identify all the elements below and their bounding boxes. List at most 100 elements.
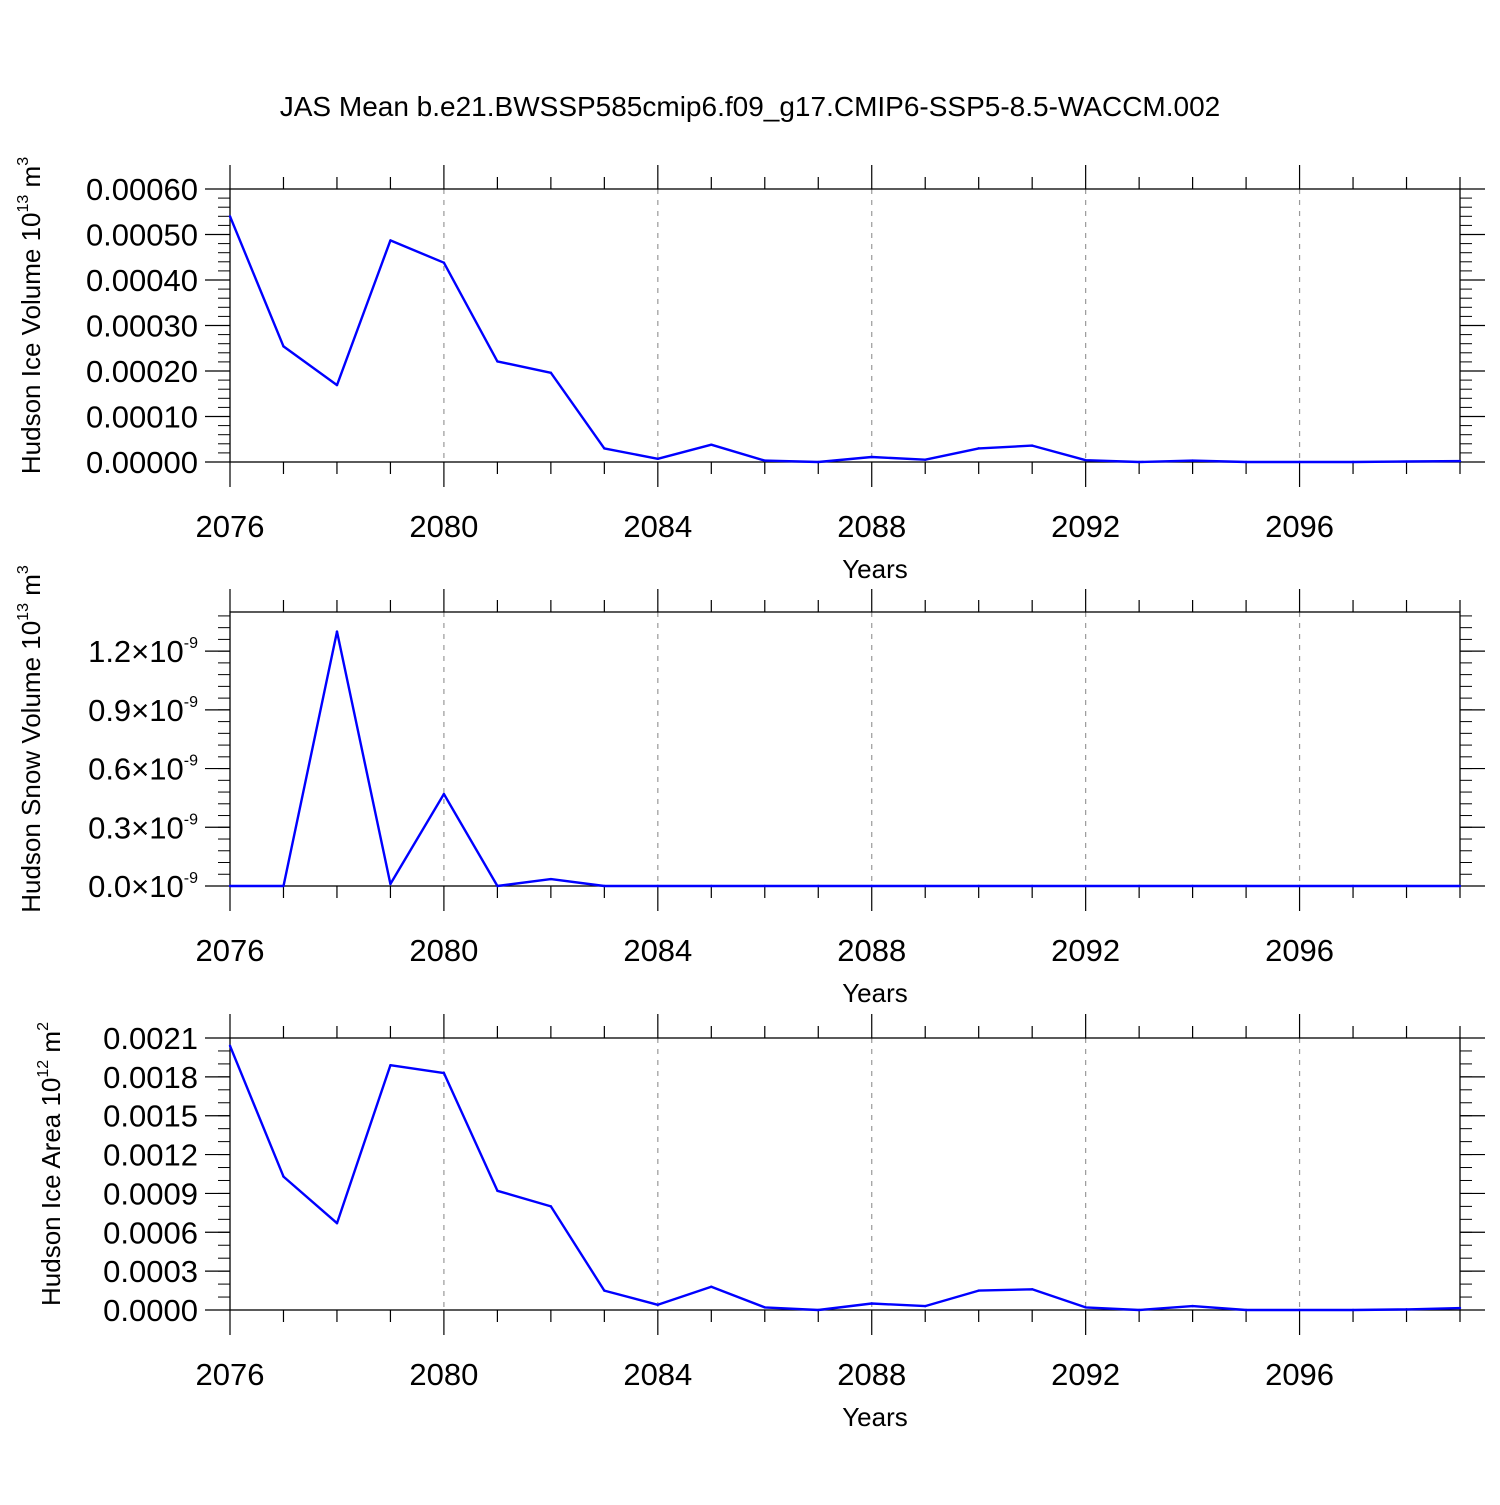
x-tick-label: 2084 (623, 509, 692, 544)
data-point (549, 877, 553, 881)
data-point (442, 792, 446, 796)
data-point (1030, 1288, 1034, 1291)
data-point (1191, 884, 1194, 888)
y-tick-label: 0.00000 (86, 445, 198, 480)
x-tick-label: 2096 (1265, 509, 1334, 544)
x-tick-label: 2076 (196, 933, 265, 968)
x-tick-label: 2080 (409, 933, 478, 968)
data-point (496, 1189, 499, 1193)
data-point (549, 371, 553, 375)
data-point (924, 458, 927, 461)
x-axis-label: Years (842, 554, 908, 584)
data-point (1405, 884, 1408, 888)
x-tick-label: 2084 (623, 933, 692, 968)
x-tick-label: 2076 (196, 509, 265, 544)
data-point (389, 239, 392, 242)
data-point (1030, 884, 1034, 888)
data-point (228, 884, 232, 888)
y-tick-label: 0.9×10-9 (88, 693, 198, 728)
data-point (1244, 460, 1248, 464)
data-point (1298, 884, 1301, 888)
y-tick-label: 0.0018 (103, 1060, 198, 1095)
data-point (924, 1304, 927, 1308)
data-point (977, 884, 980, 888)
data-point (977, 447, 980, 450)
y-tick-label: 0.0000 (103, 1293, 198, 1328)
data-point (603, 1289, 606, 1292)
series-line (228, 215, 1461, 464)
data-point (870, 455, 873, 459)
data-point (710, 1285, 713, 1288)
plot-frame (229, 1037, 1461, 1311)
data-point (335, 630, 339, 633)
x-tick-label: 2092 (1051, 1357, 1120, 1392)
data-point (1351, 1308, 1355, 1312)
data-point (763, 884, 766, 888)
y-tick-label: 0.00060 (86, 172, 198, 207)
data-point (656, 884, 660, 888)
data-point (228, 1044, 232, 1047)
y-axis-label: Hudson Ice Volume 1013 m3 (15, 157, 46, 474)
y-tick-label: 0.3×10-9 (88, 810, 198, 845)
data-point (1084, 884, 1087, 888)
data-point (1298, 460, 1301, 464)
data-point (1405, 1308, 1408, 1311)
x-tick-label: 2080 (409, 509, 478, 544)
data-point (335, 383, 339, 387)
y-tick-label: 0.00050 (86, 218, 198, 253)
main-title: JAS Mean b.e21.BWSSP585cmip6.f09_g17.CMI… (280, 91, 1221, 122)
data-point (817, 460, 820, 464)
data-point (1351, 460, 1355, 464)
data-point (389, 1064, 392, 1067)
x-tick-label: 2096 (1265, 1357, 1334, 1392)
data-point (763, 1306, 766, 1309)
y-tick-label: 0.0×10-9 (88, 869, 198, 904)
data-point (1298, 1308, 1301, 1312)
data-point (228, 215, 232, 218)
y-tick-label: 0.00020 (86, 354, 198, 389)
y-axis-label: Hudson Snow Volume 1013 m3 (15, 565, 46, 913)
y-tick-label: 1.2×10-9 (88, 634, 198, 669)
data-point (442, 1071, 446, 1075)
y-tick-label: 0.00040 (86, 263, 198, 298)
data-point (603, 447, 606, 450)
y-tick-label: 0.0009 (103, 1176, 198, 1211)
x-tick-label: 2088 (837, 509, 906, 544)
y-tick-label: 0.0006 (103, 1215, 198, 1250)
series-line (228, 1045, 1461, 1312)
y-tick-label: 0.00010 (86, 400, 198, 435)
data-point (1137, 460, 1141, 464)
data-point (442, 261, 446, 264)
x-tick-label: 2092 (1051, 933, 1120, 968)
y-tick-label: 0.0015 (103, 1099, 198, 1134)
data-point (1137, 884, 1141, 888)
data-point (282, 1175, 285, 1178)
plot-frame (229, 188, 1461, 463)
y-tick-label: 0.0021 (103, 1021, 198, 1056)
y-tick-label: 0.0012 (103, 1138, 198, 1173)
y-tick-label: 0.00030 (86, 309, 198, 344)
data-point (1458, 459, 1462, 463)
y-tick-label: 0.0003 (103, 1254, 198, 1289)
chart-panel-ice-volume: 0.00000 0.00010 0.00020 0.00030 0.00040 0.000… (15, 157, 1485, 584)
data-point (870, 884, 873, 888)
data-point (1084, 458, 1087, 462)
x-axis-label: Years (842, 1402, 908, 1432)
data-point (282, 345, 285, 348)
data-point (1244, 884, 1248, 888)
data-point (1084, 1306, 1087, 1309)
data-point (496, 360, 499, 363)
x-tick-label: 2088 (837, 1357, 906, 1392)
data-point (282, 884, 285, 888)
data-point (870, 1302, 873, 1305)
y-tick-label: 0.6×10-9 (88, 752, 198, 787)
data-point (389, 882, 392, 886)
data-point (1244, 1308, 1248, 1312)
data-point (549, 1205, 553, 1208)
data-point (1458, 1306, 1462, 1310)
series-line (230, 630, 1460, 888)
x-axis-label: Years (842, 978, 908, 1008)
